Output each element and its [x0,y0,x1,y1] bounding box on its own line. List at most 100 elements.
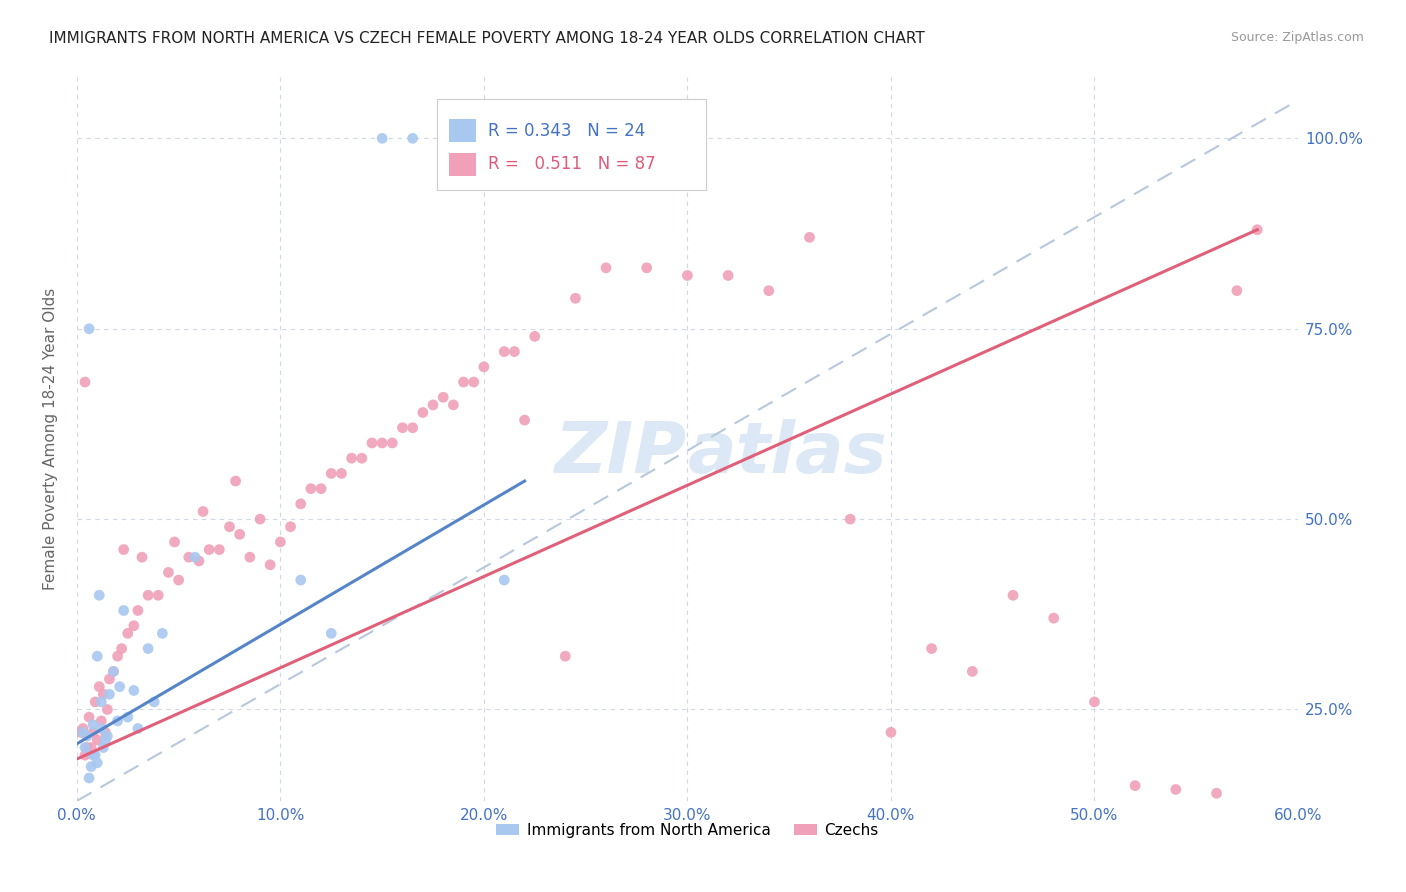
Point [962,665,984,679]
Point [86,733,108,747]
Point [143,695,166,709]
Point [111,641,134,656]
Point [494,344,516,359]
Y-axis label: Female Poverty Among 18-24 Year Olds: Female Poverty Among 18-24 Year Olds [44,288,58,591]
Point [94,733,117,747]
Point [676,268,699,283]
Point [1123,779,1146,793]
Point [472,359,495,374]
Point [103,665,125,679]
Point [402,131,425,145]
Point [82,748,104,763]
Text: R = 0.343   N = 24: R = 0.343 N = 24 [488,122,645,140]
Point [117,710,139,724]
Point [136,588,159,602]
Point [463,375,485,389]
Point [321,626,343,640]
Point [717,268,740,283]
Point [90,695,112,709]
Point [799,230,821,244]
Point [91,687,114,701]
Point [564,291,586,305]
FancyBboxPatch shape [450,153,477,176]
Point [127,603,149,617]
Point [1001,588,1024,602]
Point [494,573,516,587]
Point [77,322,100,336]
Point [1164,782,1187,797]
Text: ZIP: ZIP [555,419,688,488]
Point [636,260,658,275]
Point [1246,223,1268,237]
Point [89,680,111,694]
Point [269,535,291,549]
Text: R =   0.511   N = 87: R = 0.511 N = 87 [488,155,657,173]
Point [103,665,125,679]
Text: atlas: atlas [688,419,887,488]
Point [595,260,617,275]
Point [112,603,135,617]
Point [880,725,903,739]
FancyBboxPatch shape [450,120,477,143]
Point [96,729,118,743]
Point [72,725,94,739]
Point [371,131,394,145]
Point [921,641,943,656]
Point [122,683,145,698]
Point [513,413,536,427]
Point [1226,284,1249,298]
Point [73,375,96,389]
Point [148,588,170,602]
Point [412,405,434,419]
Point [77,710,100,724]
Point [402,421,425,435]
Point [76,740,98,755]
Point [86,756,108,770]
Point [91,740,114,755]
Point [290,497,312,511]
Point [122,618,145,632]
Point [299,482,322,496]
Point [84,748,107,763]
Point [80,759,103,773]
Point [108,680,131,694]
Point [177,550,200,565]
Point [112,542,135,557]
Point [350,451,373,466]
Point [441,398,464,412]
Point [76,729,98,743]
Text: Source: ZipAtlas.com: Source: ZipAtlas.com [1230,31,1364,45]
Point [259,558,281,572]
Point [163,535,186,549]
Point [77,771,100,785]
Point [82,717,104,731]
Point [89,588,111,602]
Point [391,421,413,435]
Point [239,550,262,565]
Point [280,520,302,534]
Point [523,329,546,343]
Point [432,131,454,145]
Point [361,436,384,450]
Legend: Immigrants from North America, Czechs: Immigrants from North America, Czechs [491,817,884,844]
Point [72,722,94,736]
Point [70,725,93,739]
Point [82,725,104,739]
Point [309,482,332,496]
Point [340,451,363,466]
Point [150,626,173,640]
Point [453,375,475,389]
Point [98,687,121,701]
Point [73,748,96,763]
Point [1042,611,1064,625]
Point [127,722,149,736]
Point [98,672,121,686]
Text: IMMIGRANTS FROM NORTH AMERICA VS CZECH FEMALE POVERTY AMONG 18-24 YEAR OLDS CORR: IMMIGRANTS FROM NORTH AMERICA VS CZECH F… [49,31,925,46]
Point [432,390,454,404]
Point [839,512,862,526]
Point [290,573,312,587]
Point [73,740,96,755]
Point [131,550,153,565]
Point [94,725,117,739]
Point [422,398,444,412]
